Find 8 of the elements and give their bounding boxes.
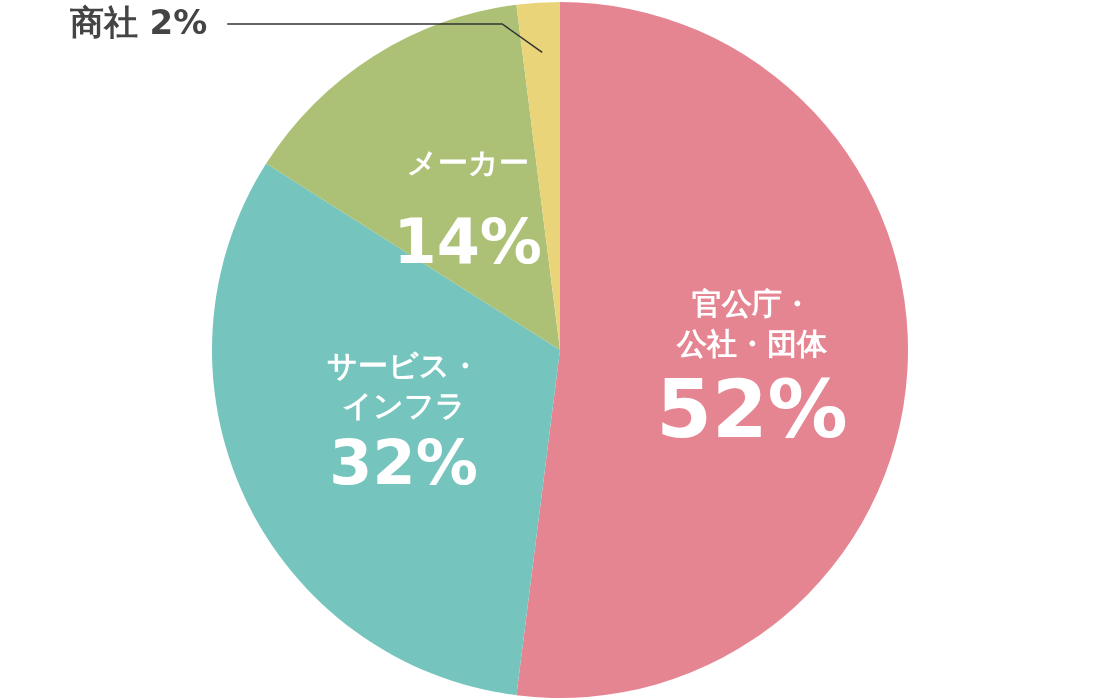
data-label: 32% (329, 426, 478, 500)
slice-label: メーカー (406, 145, 529, 181)
pie-slice (266, 4, 560, 350)
data-label: 14% (393, 205, 542, 279)
data-label: 52% (656, 363, 848, 457)
slice-label: 商社 2% (69, 2, 208, 42)
slice-label: 官公庁・公社・団体 (676, 286, 829, 362)
slice-label: サービス・インフラ (327, 348, 481, 424)
